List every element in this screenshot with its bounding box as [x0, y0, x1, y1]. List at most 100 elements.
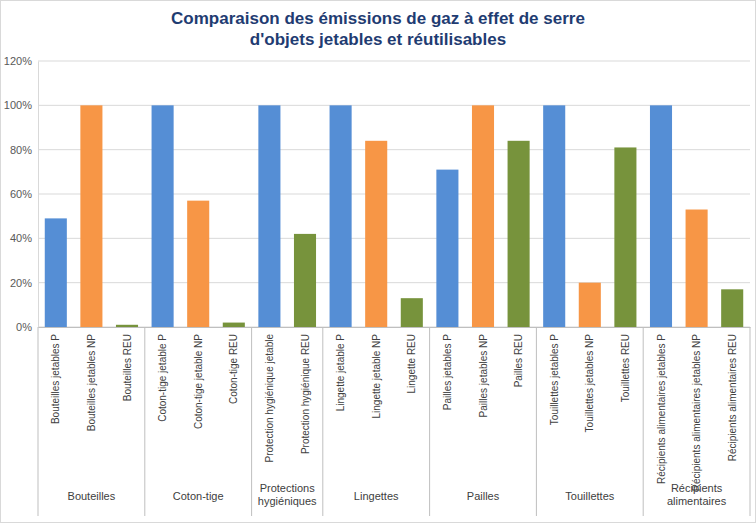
- group-separator: [144, 327, 145, 516]
- x-tick: Protection hygiénique REU: [300, 327, 311, 454]
- group-separator: [251, 327, 252, 516]
- x-tick: Récipients alimentaires jetables P: [656, 327, 667, 484]
- group-label-line: alimentaires: [667, 495, 727, 507]
- chart-frame: [1, 1, 756, 523]
- x-tick-label: Récipients alimentaires REU: [727, 334, 738, 461]
- x-tick-label: Coton-tige jetable P: [157, 334, 168, 422]
- grid: [38, 61, 750, 327]
- x-tick: Coton-tige jetable NP: [193, 327, 204, 429]
- chart-title-line: d'objets jetables et réutilisables: [250, 30, 506, 49]
- bar: [436, 170, 458, 327]
- x-tick: Touillettes REU: [620, 327, 631, 402]
- x-tick-label: Pailles REU: [513, 334, 524, 387]
- y-tick-label: 100%: [4, 99, 32, 111]
- x-tick: Lingette jetable P: [335, 327, 346, 411]
- grid-line: [38, 282, 750, 283]
- grid-line: [38, 238, 750, 239]
- bar: [223, 323, 245, 327]
- group-separator: [429, 327, 430, 516]
- x-tick-label: Bouteilles REU: [122, 334, 133, 401]
- x-tick: Protection hygiénique jetable: [264, 327, 275, 462]
- group-separator: [38, 327, 39, 516]
- x-tick: Récipients alimentaires REU: [727, 327, 738, 461]
- x-tick: Lingette jetable NP: [371, 327, 382, 419]
- grid-line: [38, 149, 750, 150]
- x-tick: Coton-tige jetable P: [157, 327, 168, 422]
- group-label-line: hygiéniques: [258, 495, 317, 507]
- x-tick: Pailles jetables P: [442, 327, 453, 410]
- bar: [401, 298, 423, 327]
- group-label-line: Protections: [260, 482, 316, 494]
- y-tick: 100%: [4, 99, 38, 111]
- group-label: Touillettes: [565, 490, 614, 502]
- group-axis: Bouteilles Coton-tige Protectionshygiéniqu…: [38, 327, 750, 516]
- x-tick-label: Coton-tige REU: [228, 334, 239, 404]
- bar: [45, 218, 67, 327]
- group-label: Bouteilles: [68, 490, 116, 502]
- bar: [258, 105, 280, 327]
- x-tick-label: Touillettes REU: [620, 334, 631, 402]
- x-tick-label: Bouteilles jetables P: [50, 334, 61, 424]
- y-tick-label: 20%: [10, 277, 32, 289]
- x-tick-label: Bouteilles jetables NP: [86, 334, 97, 432]
- x-tick-label: Protection hygiénique REU: [300, 334, 311, 454]
- y-tick: 40%: [10, 232, 38, 244]
- bar: [686, 210, 708, 327]
- group-label: Protectionshygiéniques: [258, 482, 317, 507]
- x-tick: Bouteilles jetables NP: [86, 327, 97, 431]
- y-axis-line: [38, 62, 39, 328]
- x-tick-label: Touillettes jetables NP: [584, 334, 595, 433]
- chart-title-line: Comparaison des émissions de gaz à effet…: [171, 9, 585, 28]
- grid-line: [38, 105, 750, 106]
- x-tick-label: Lingette REU: [406, 334, 417, 393]
- y-tick: 0%: [16, 321, 38, 333]
- x-tick-label: Récipients alimentaires jetables NP: [691, 334, 702, 492]
- chart-container: Comparaison des émissions de gaz à effet…: [0, 0, 756, 523]
- bar: [721, 289, 743, 327]
- y-tick: 60%: [10, 188, 38, 200]
- x-tick: Pailles jetables NP: [478, 327, 489, 417]
- bar: [543, 105, 565, 327]
- bar: [508, 141, 530, 327]
- group-separator: [322, 327, 323, 516]
- bar: [330, 105, 352, 327]
- group-label: Lingettes: [354, 490, 399, 502]
- y-tick: 80%: [10, 144, 38, 156]
- chart-svg: Comparaison des émissions de gaz à effet…: [0, 0, 756, 523]
- x-tick: Coton-tige REU: [228, 327, 239, 404]
- bar: [187, 201, 209, 327]
- group-separator: [750, 327, 751, 516]
- x-tick: Bouteilles REU: [122, 327, 133, 401]
- x-tick: Touillettes jetables NP: [584, 327, 595, 432]
- group-label: Pailles: [467, 490, 500, 502]
- bar: [472, 105, 494, 327]
- group-label: Coton-tige: [173, 490, 224, 502]
- x-tick: Pailles REU: [513, 327, 524, 387]
- x-tick: Lingette REU: [406, 327, 417, 393]
- y-tick: 20%: [10, 277, 38, 289]
- y-axis: 0% 20% 40% 60% 80% 100% 120%: [4, 55, 39, 333]
- bar: [294, 234, 316, 327]
- group-label: Récipientsalimentaires: [667, 482, 727, 507]
- y-tick-label: 80%: [10, 144, 32, 156]
- grid-line: [38, 61, 750, 62]
- group-separator: [536, 327, 537, 516]
- y-tick-label: 40%: [10, 232, 32, 244]
- x-tick: Touillettes jetables P: [549, 327, 560, 425]
- x-tick-label: Pailles jetables P: [442, 334, 453, 410]
- x-tick-label: Touillettes jetables P: [549, 334, 560, 425]
- x-tick-label: Lingette jetable P: [335, 334, 346, 412]
- bar: [579, 283, 601, 327]
- y-tick-label: 0%: [16, 321, 32, 333]
- bar: [116, 325, 138, 327]
- bars: [45, 105, 743, 327]
- bar: [614, 147, 636, 327]
- x-tick-label: Coton-tige jetable NP: [193, 334, 204, 429]
- bar: [650, 105, 672, 327]
- grid-line: [38, 194, 750, 195]
- x-tick: Récipients alimentaires jetables NP: [691, 327, 702, 491]
- bar: [152, 105, 174, 327]
- y-tick-label: 120%: [4, 55, 32, 67]
- x-tick-label: Lingette jetable NP: [371, 334, 382, 419]
- bar: [80, 105, 102, 327]
